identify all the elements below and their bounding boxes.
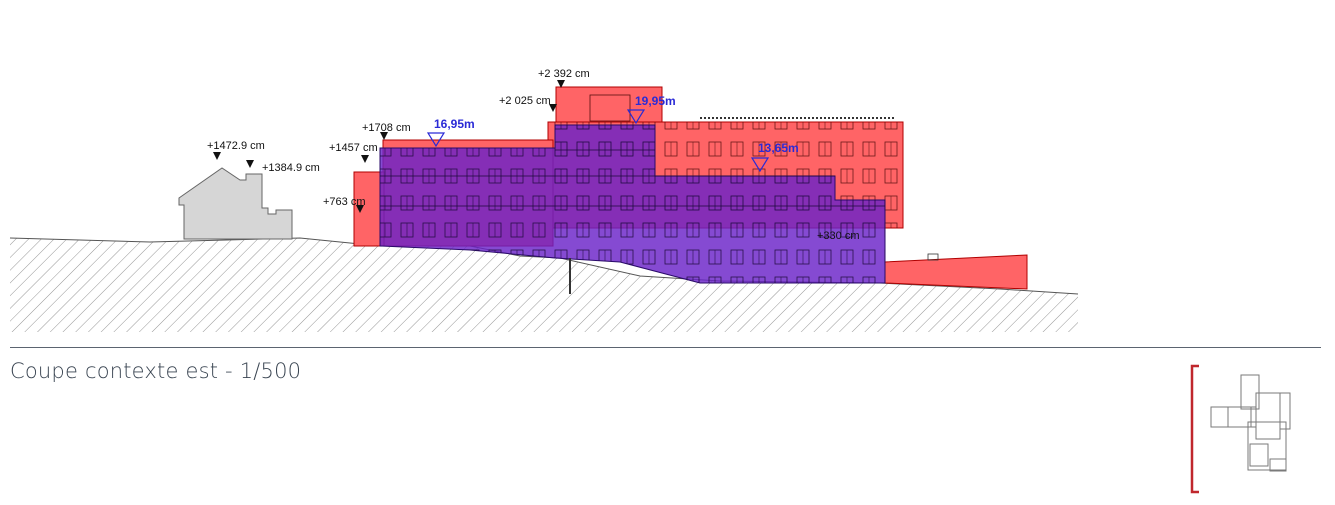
existing-tower-top: [589, 94, 631, 122]
marker-763: [356, 205, 364, 213]
label-763: +763 cm: [323, 196, 366, 208]
marker-1708: [380, 132, 388, 140]
drawing-caption: Coupe contexte est - 1/500: [10, 359, 302, 383]
marker-house-ridge: [213, 152, 221, 160]
key-plan-outline: [1210, 374, 1291, 472]
level-marker-right: [750, 157, 770, 173]
key-plan: [1190, 364, 1291, 494]
context-house: [178, 167, 293, 240]
label-house-eave: +1384.9 cm: [262, 162, 320, 174]
level-label-center: 19,95m: [635, 94, 676, 108]
level-label-left: 16,95m: [434, 117, 475, 131]
level-marker-left: [426, 132, 446, 148]
existing-podium: [884, 254, 1028, 290]
proposed-building: [379, 124, 886, 294]
key-plan-bracket: [1190, 364, 1199, 494]
level-markers: 16,95m 19,95m 13,65m: [426, 94, 799, 173]
marker-roof-level: [549, 104, 557, 112]
label-1708: +1708 cm: [362, 122, 411, 134]
label-house-ridge: +1472.9 cm: [207, 140, 265, 152]
marker-house-eave: [246, 160, 254, 168]
marker-roof-top: [557, 80, 565, 88]
label-roof-top: +2 392 cm: [538, 68, 590, 80]
elevation-markers: +1472.9 cm +1384.9 cm +2 392 cm +2 025 c…: [207, 68, 860, 242]
label-roof-level: +2 025 cm: [499, 95, 551, 107]
level-label-right: 13,65m: [758, 141, 799, 155]
label-1457: +1457 cm: [329, 142, 378, 154]
label-330: +330 cm: [817, 230, 860, 242]
section-drawing: +1472.9 cm +1384.9 cm +2 392 cm +2 025 c…: [9, 68, 1079, 332]
caption-rule: [10, 347, 1321, 348]
level-marker-center: [626, 109, 646, 125]
marker-1457: [361, 155, 369, 163]
